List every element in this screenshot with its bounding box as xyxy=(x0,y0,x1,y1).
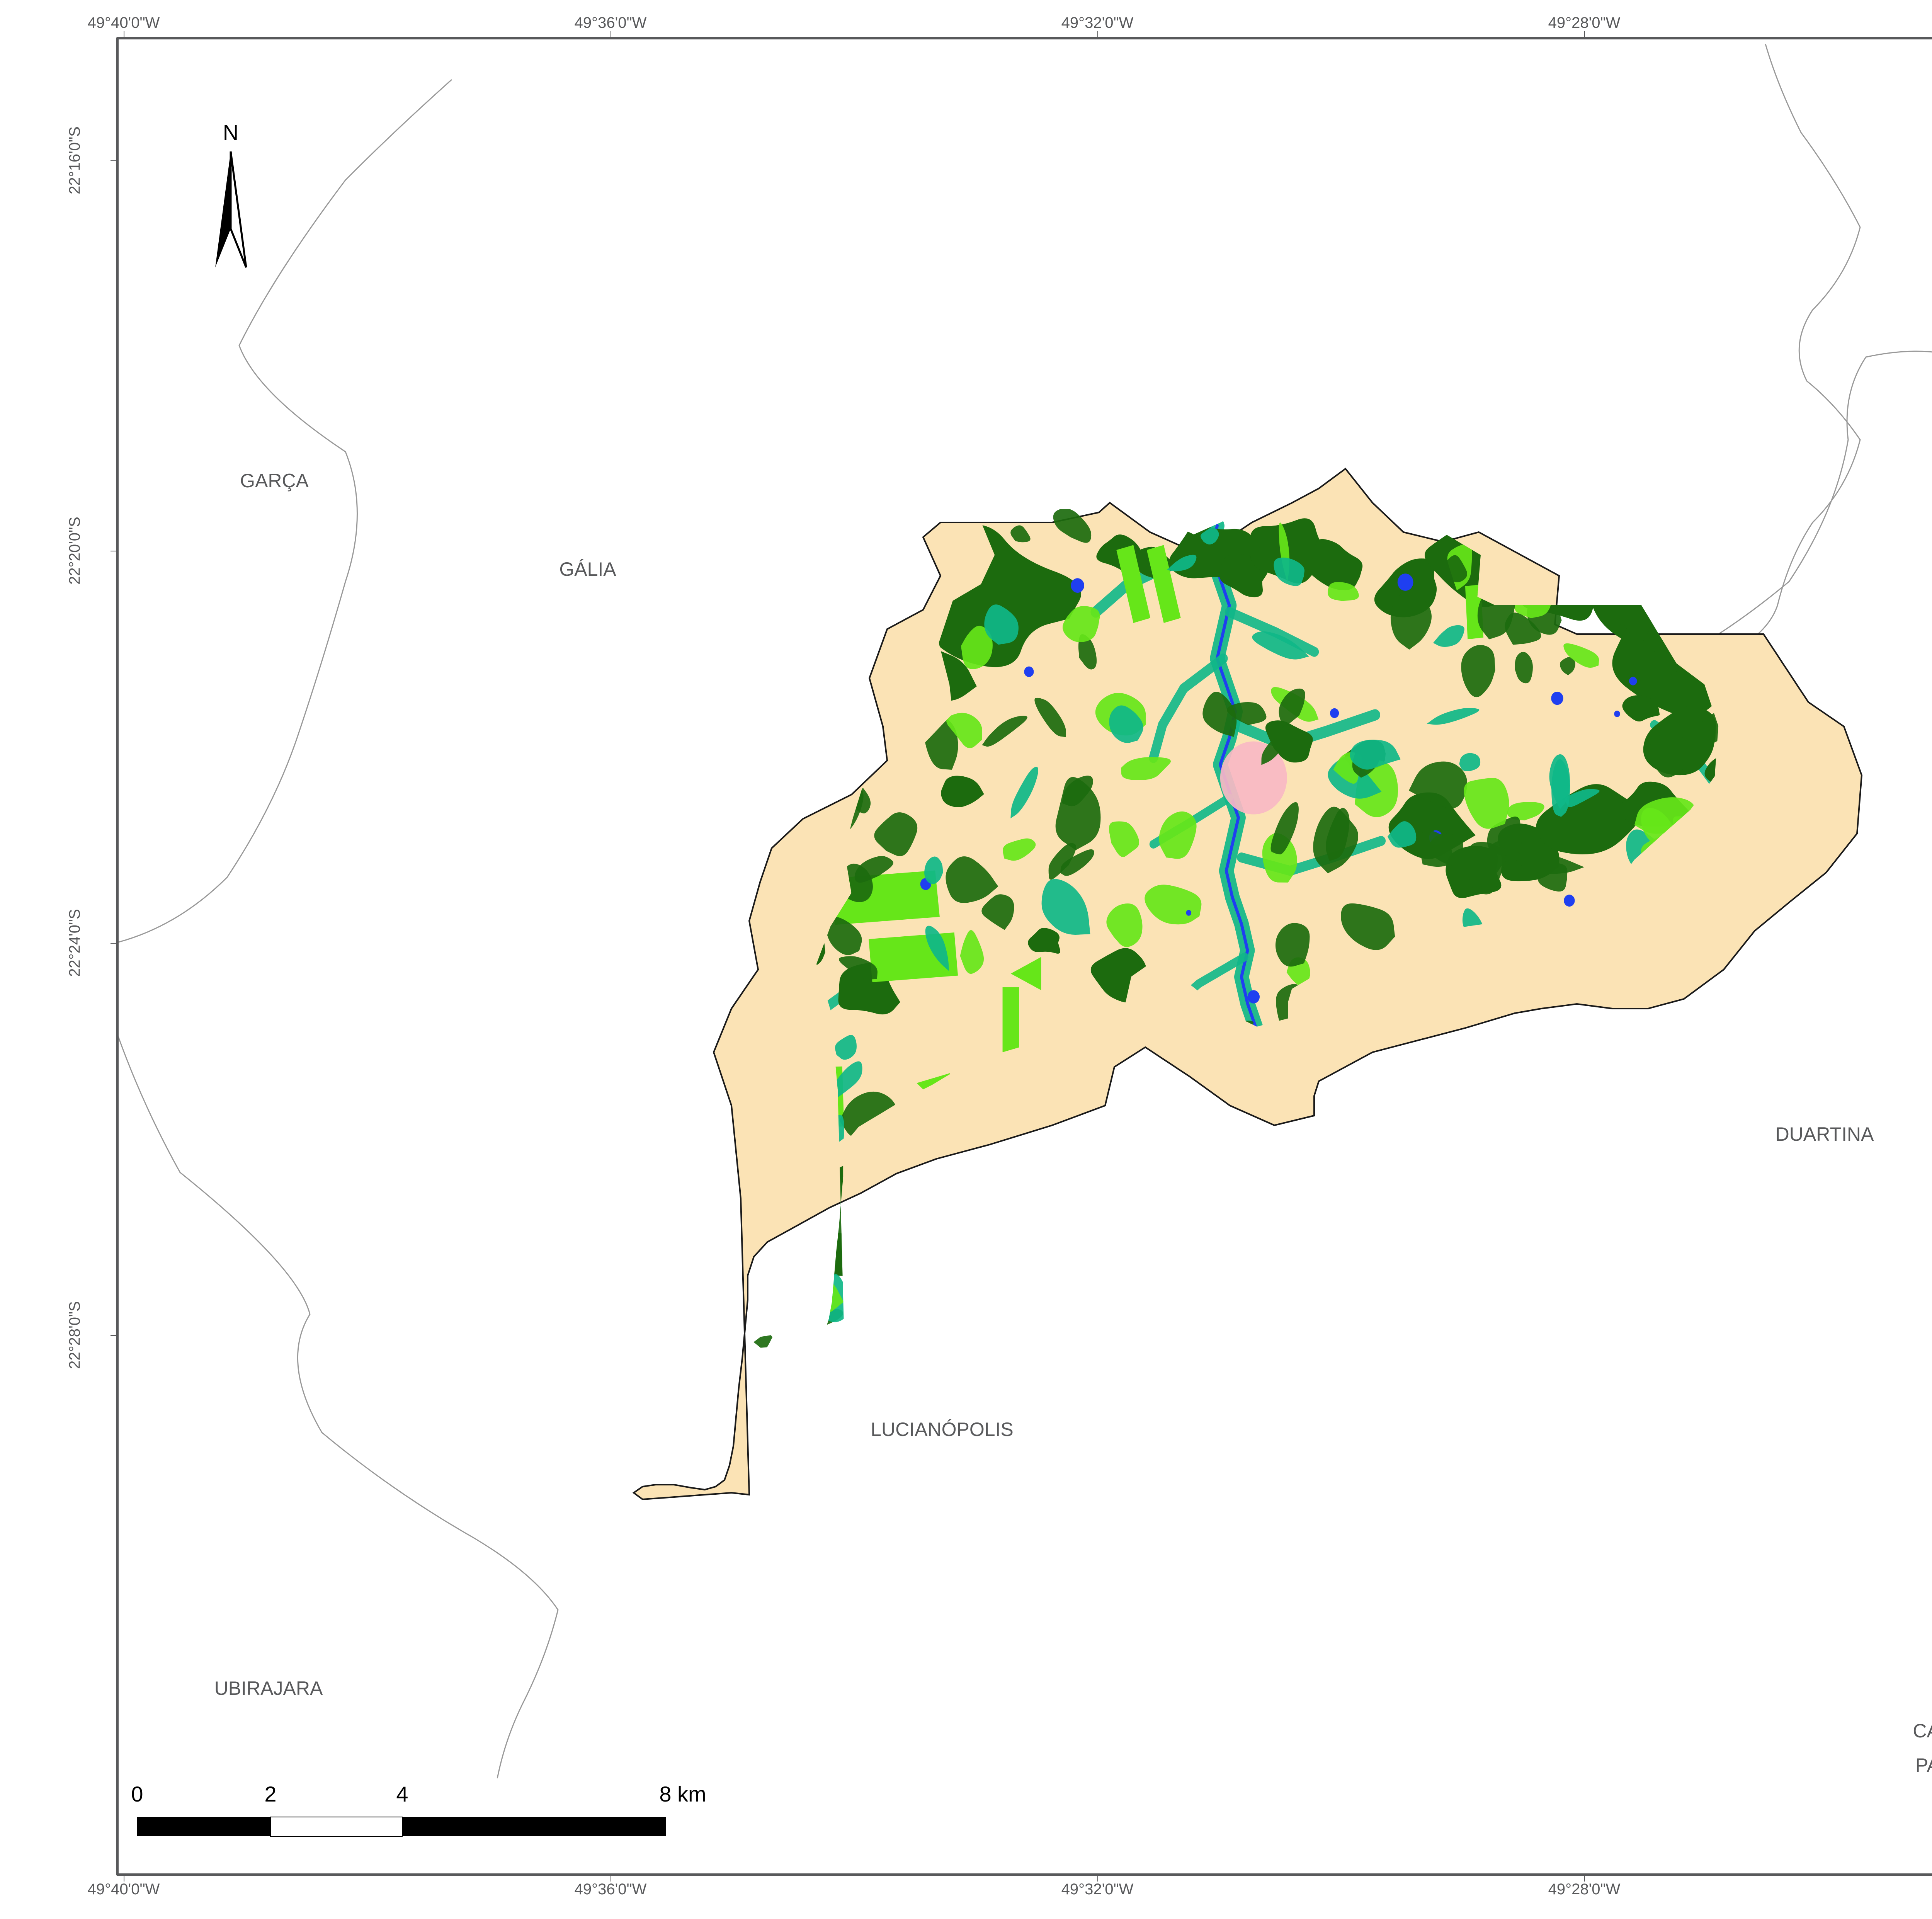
svg-text:8 km: 8 km xyxy=(659,1782,706,1806)
svg-text:DUARTINA: DUARTINA xyxy=(1776,1123,1874,1145)
svg-text:CABRÁLIA: CABRÁLIA xyxy=(1913,1720,1932,1742)
svg-text:2: 2 xyxy=(264,1782,276,1806)
svg-text:4: 4 xyxy=(396,1782,408,1806)
svg-text:0: 0 xyxy=(131,1782,143,1806)
svg-text:UBIRAJARA: UBIRAJARA xyxy=(214,1677,323,1699)
svg-text:LUCIANÓPOLIS: LUCIANÓPOLIS xyxy=(871,1419,1014,1440)
svg-text:N: N xyxy=(223,120,238,145)
svg-text:GÁLIA: GÁLIA xyxy=(559,558,616,580)
svg-text:PAULISTA: PAULISTA xyxy=(1915,1754,1932,1776)
svg-text:GARÇA: GARÇA xyxy=(240,470,309,492)
